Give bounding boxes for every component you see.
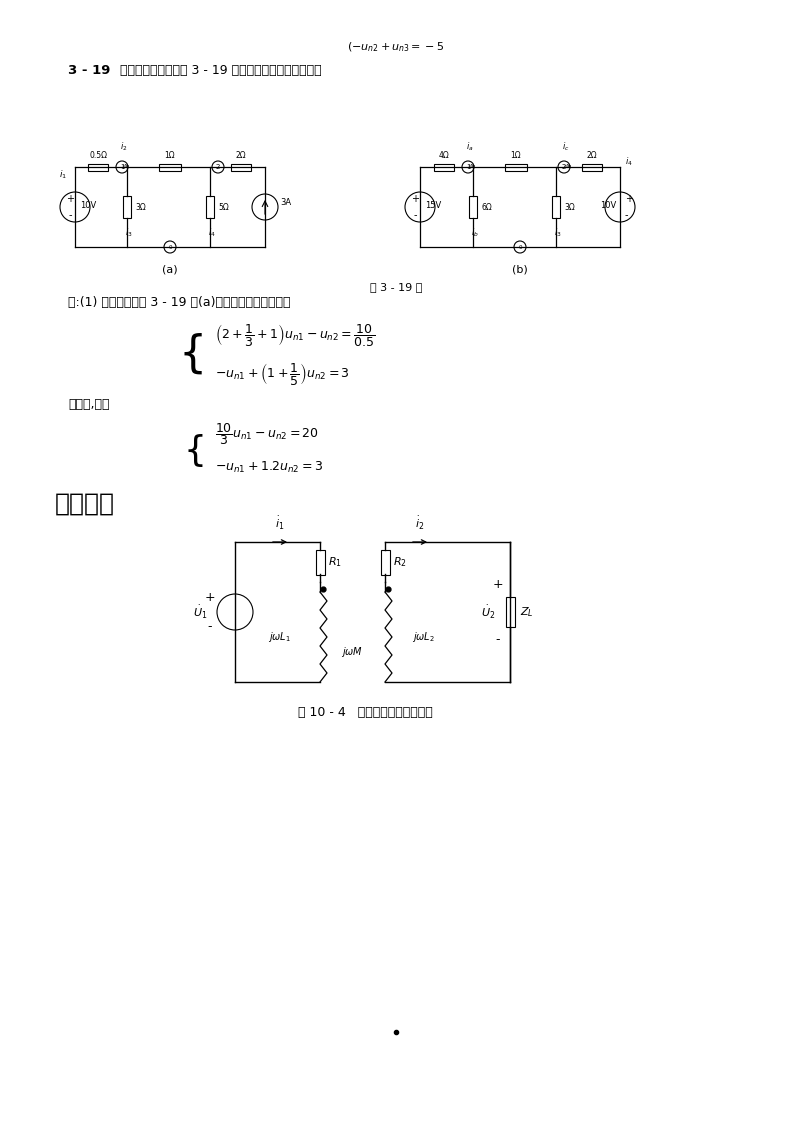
Bar (381, 550, 389, 574)
Text: 经整理,得到: 经整理,得到 (68, 397, 109, 411)
Text: (a): (a) (163, 264, 178, 274)
Bar (582, 164, 602, 171)
Text: 1Ω: 1Ω (511, 151, 521, 160)
Text: 2Ω: 2Ω (236, 151, 247, 160)
Text: 2Ω: 2Ω (587, 151, 597, 160)
Text: $\dfrac{10}{3}u_{n1}-u_{n2}=20$: $\dfrac{10}{3}u_{n1}-u_{n2}=20$ (215, 421, 319, 447)
Text: 图 10 - 4   空心变压器的电路模型: 图 10 - 4 空心变压器的电路模型 (297, 706, 432, 718)
Text: $i_2$: $i_2$ (121, 140, 128, 153)
Text: 1Ω: 1Ω (165, 151, 175, 160)
Text: 解:(1) 结点编号如题 3 - 19 图(a)所示。结点电压方程为: 解:(1) 结点编号如题 3 - 19 图(a)所示。结点电压方程为 (68, 295, 290, 309)
Text: +: + (66, 194, 74, 204)
Text: +: + (411, 194, 419, 204)
Text: 4Ω: 4Ω (439, 151, 450, 160)
Text: (b): (b) (512, 264, 528, 274)
Bar (316, 550, 324, 574)
Bar (231, 164, 251, 171)
Text: 6Ω: 6Ω (481, 202, 492, 212)
Text: $i_4$: $i_4$ (625, 156, 633, 168)
Text: $i_4$: $i_4$ (208, 227, 216, 239)
Bar (88, 164, 108, 171)
Text: -: - (68, 210, 71, 220)
Bar (159, 164, 181, 171)
Bar (123, 196, 131, 218)
Text: 用结点电压法求解题 3 - 19 图所示电路中各支路电流。: 用结点电压法求解题 3 - 19 图所示电路中各支路电流。 (120, 64, 322, 76)
Bar (552, 196, 560, 218)
Text: +: + (205, 590, 216, 604)
Text: -: - (413, 210, 417, 220)
Text: $j\omega L_2$: $j\omega L_2$ (412, 629, 435, 644)
Text: $i_1$: $i_1$ (59, 168, 67, 182)
Text: $i_3$: $i_3$ (125, 227, 132, 239)
Text: $Z_L$: $Z_L$ (520, 605, 534, 619)
Text: 3Ω: 3Ω (564, 202, 575, 212)
Text: 2: 2 (216, 164, 220, 171)
Text: $i_a$: $i_a$ (466, 140, 473, 153)
Text: 10V: 10V (600, 201, 616, 210)
Text: -: - (208, 620, 213, 634)
Text: +: + (625, 194, 633, 204)
Text: -: - (496, 634, 500, 646)
Bar (469, 196, 477, 218)
Text: 15V: 15V (425, 201, 441, 210)
Text: $j\omega L_1$: $j\omega L_1$ (269, 629, 292, 644)
Text: {: { (178, 333, 207, 376)
Text: 3A: 3A (280, 197, 291, 206)
Text: $j\omega M$: $j\omega M$ (341, 645, 363, 659)
Text: $\dot{U}_2$: $\dot{U}_2$ (481, 604, 495, 620)
Text: $i_3$: $i_3$ (554, 227, 561, 239)
Text: $\left(2+\dfrac{1}{3}+1\right)u_{n1}-u_{n2}=\dfrac{10}{0.5}$: $\left(2+\dfrac{1}{3}+1\right)u_{n1}-u_{… (215, 322, 376, 348)
Text: 0: 0 (519, 245, 522, 249)
Text: +: + (492, 578, 504, 590)
Text: {: { (184, 433, 207, 468)
Text: 10V: 10V (80, 201, 96, 210)
Text: 2: 2 (561, 164, 566, 171)
Bar (434, 164, 454, 171)
Text: $i_b$: $i_b$ (471, 227, 479, 239)
Bar (206, 196, 214, 218)
Text: -: - (625, 210, 629, 220)
Text: $R_2$: $R_2$ (393, 555, 407, 569)
Text: $-u_{n1}+1.2u_{n2}=3$: $-u_{n1}+1.2u_{n2}=3$ (215, 459, 323, 475)
Text: 1: 1 (120, 164, 125, 171)
Text: 5Ω: 5Ω (218, 202, 228, 212)
Text: $i_c$: $i_c$ (562, 140, 569, 153)
Text: $-u_{n1}+\left(1+\dfrac{1}{5}\right)u_{n2}=3$: $-u_{n1}+\left(1+\dfrac{1}{5}\right)u_{n… (215, 361, 350, 387)
Text: 0.5Ω: 0.5Ω (89, 151, 107, 160)
Text: 3 - 19: 3 - 19 (68, 64, 110, 76)
Text: 耦合电感: 耦合电感 (55, 493, 115, 516)
Bar (505, 597, 515, 627)
Text: 题 3 - 19 图: 题 3 - 19 图 (370, 282, 422, 292)
Text: $\dot{U}_1$: $\dot{U}_1$ (193, 604, 207, 620)
Text: $R_1$: $R_1$ (328, 555, 342, 569)
Bar (505, 164, 527, 171)
Text: $\dot{i}_2$: $\dot{i}_2$ (416, 515, 425, 532)
Text: 0: 0 (168, 245, 172, 249)
Text: 1: 1 (465, 164, 470, 171)
Text: $(-u_{n2}+u_{n3}=-5$: $(-u_{n2}+u_{n3}=-5$ (347, 40, 445, 54)
Text: 3Ω: 3Ω (135, 202, 146, 212)
Text: $\dot{i}_1$: $\dot{i}_1$ (275, 515, 285, 532)
